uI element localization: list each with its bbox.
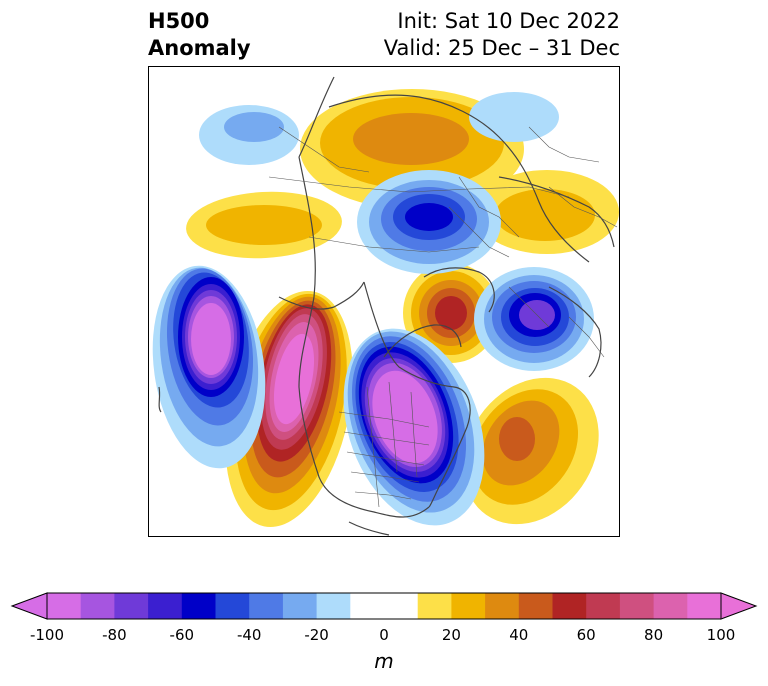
anomaly-central-na-low [343, 328, 485, 526]
anomaly-greenland [403, 263, 499, 363]
colorbar-bin [619, 593, 655, 619]
colorbar-bin [586, 593, 621, 619]
init-date: Init: Sat 10 Dec 2022 [397, 9, 620, 33]
colorbar-bin [653, 593, 688, 619]
colorbar-tick-label: -60 [169, 626, 195, 644]
colorbar-under-arrow [10, 592, 48, 620]
colorbar-over-arrow [720, 592, 758, 620]
colorbar-bin [316, 593, 351, 619]
colorbar-bin [282, 593, 318, 619]
title-line-1: H500 [148, 9, 210, 33]
colorbar-tick-label: 100 [706, 626, 736, 644]
anomaly-arctic-ridge [300, 89, 524, 209]
colorbar-bin [148, 593, 183, 619]
colorbar [10, 590, 758, 626]
borders [268, 126, 618, 508]
colorbar-tick-label: 40 [509, 626, 529, 644]
colorbar-bin [47, 593, 82, 619]
colorbar-bin [384, 593, 419, 619]
colorbar-bin [552, 593, 587, 619]
colorbar-tick-label: -100 [29, 626, 65, 644]
colorbar-bin [451, 593, 486, 619]
colorbar-tick-label: -40 [236, 626, 262, 644]
colorbar-outline [46, 592, 722, 620]
colorbar-tick-label: -80 [102, 626, 127, 644]
colorbar-tick-label: 80 [644, 626, 664, 644]
title-line-2: Anomaly [148, 36, 251, 60]
anomaly-europe-low [469, 92, 559, 142]
anomaly-arctic-low [357, 170, 501, 274]
colorbar-svg [10, 592, 758, 620]
map-svg [152, 76, 619, 536]
colorbar-unit: m [374, 649, 394, 673]
colorbar-bin [485, 593, 520, 619]
colorbar-bin [417, 593, 452, 619]
coastlines [158, 76, 615, 536]
colorbar-bin [687, 593, 722, 619]
colorbar-bin [518, 593, 554, 619]
valid-date: Valid: 25 Dec – 31 Dec [383, 36, 620, 60]
anomaly-west-ridge [186, 191, 342, 259]
colorbar-bin [249, 593, 284, 619]
anomaly-north-atlantic-low [474, 267, 594, 371]
colorbar-tick-label: 20 [441, 626, 461, 644]
colorbar-tick-label: -20 [304, 626, 329, 644]
anomaly-atlantic [463, 377, 599, 525]
anomaly-map [148, 66, 620, 537]
colorbar-tick-label: 60 [576, 626, 596, 644]
anomaly-west-coast [225, 290, 353, 528]
anomaly-alaska-low [199, 105, 299, 165]
colorbar-bin [350, 593, 385, 619]
colorbar-bin [114, 593, 149, 619]
colorbar-bin [80, 593, 115, 619]
chart-title: H500 Anomaly [148, 8, 251, 62]
date-info: Init: Sat 10 Dec 2022 Valid: 25 Dec – 31… [384, 8, 620, 62]
colorbar-bin [215, 593, 250, 619]
colorbar-bin [181, 593, 217, 619]
colorbar-tick-label: 0 [379, 626, 389, 644]
anomaly-pacific-low [152, 265, 266, 469]
